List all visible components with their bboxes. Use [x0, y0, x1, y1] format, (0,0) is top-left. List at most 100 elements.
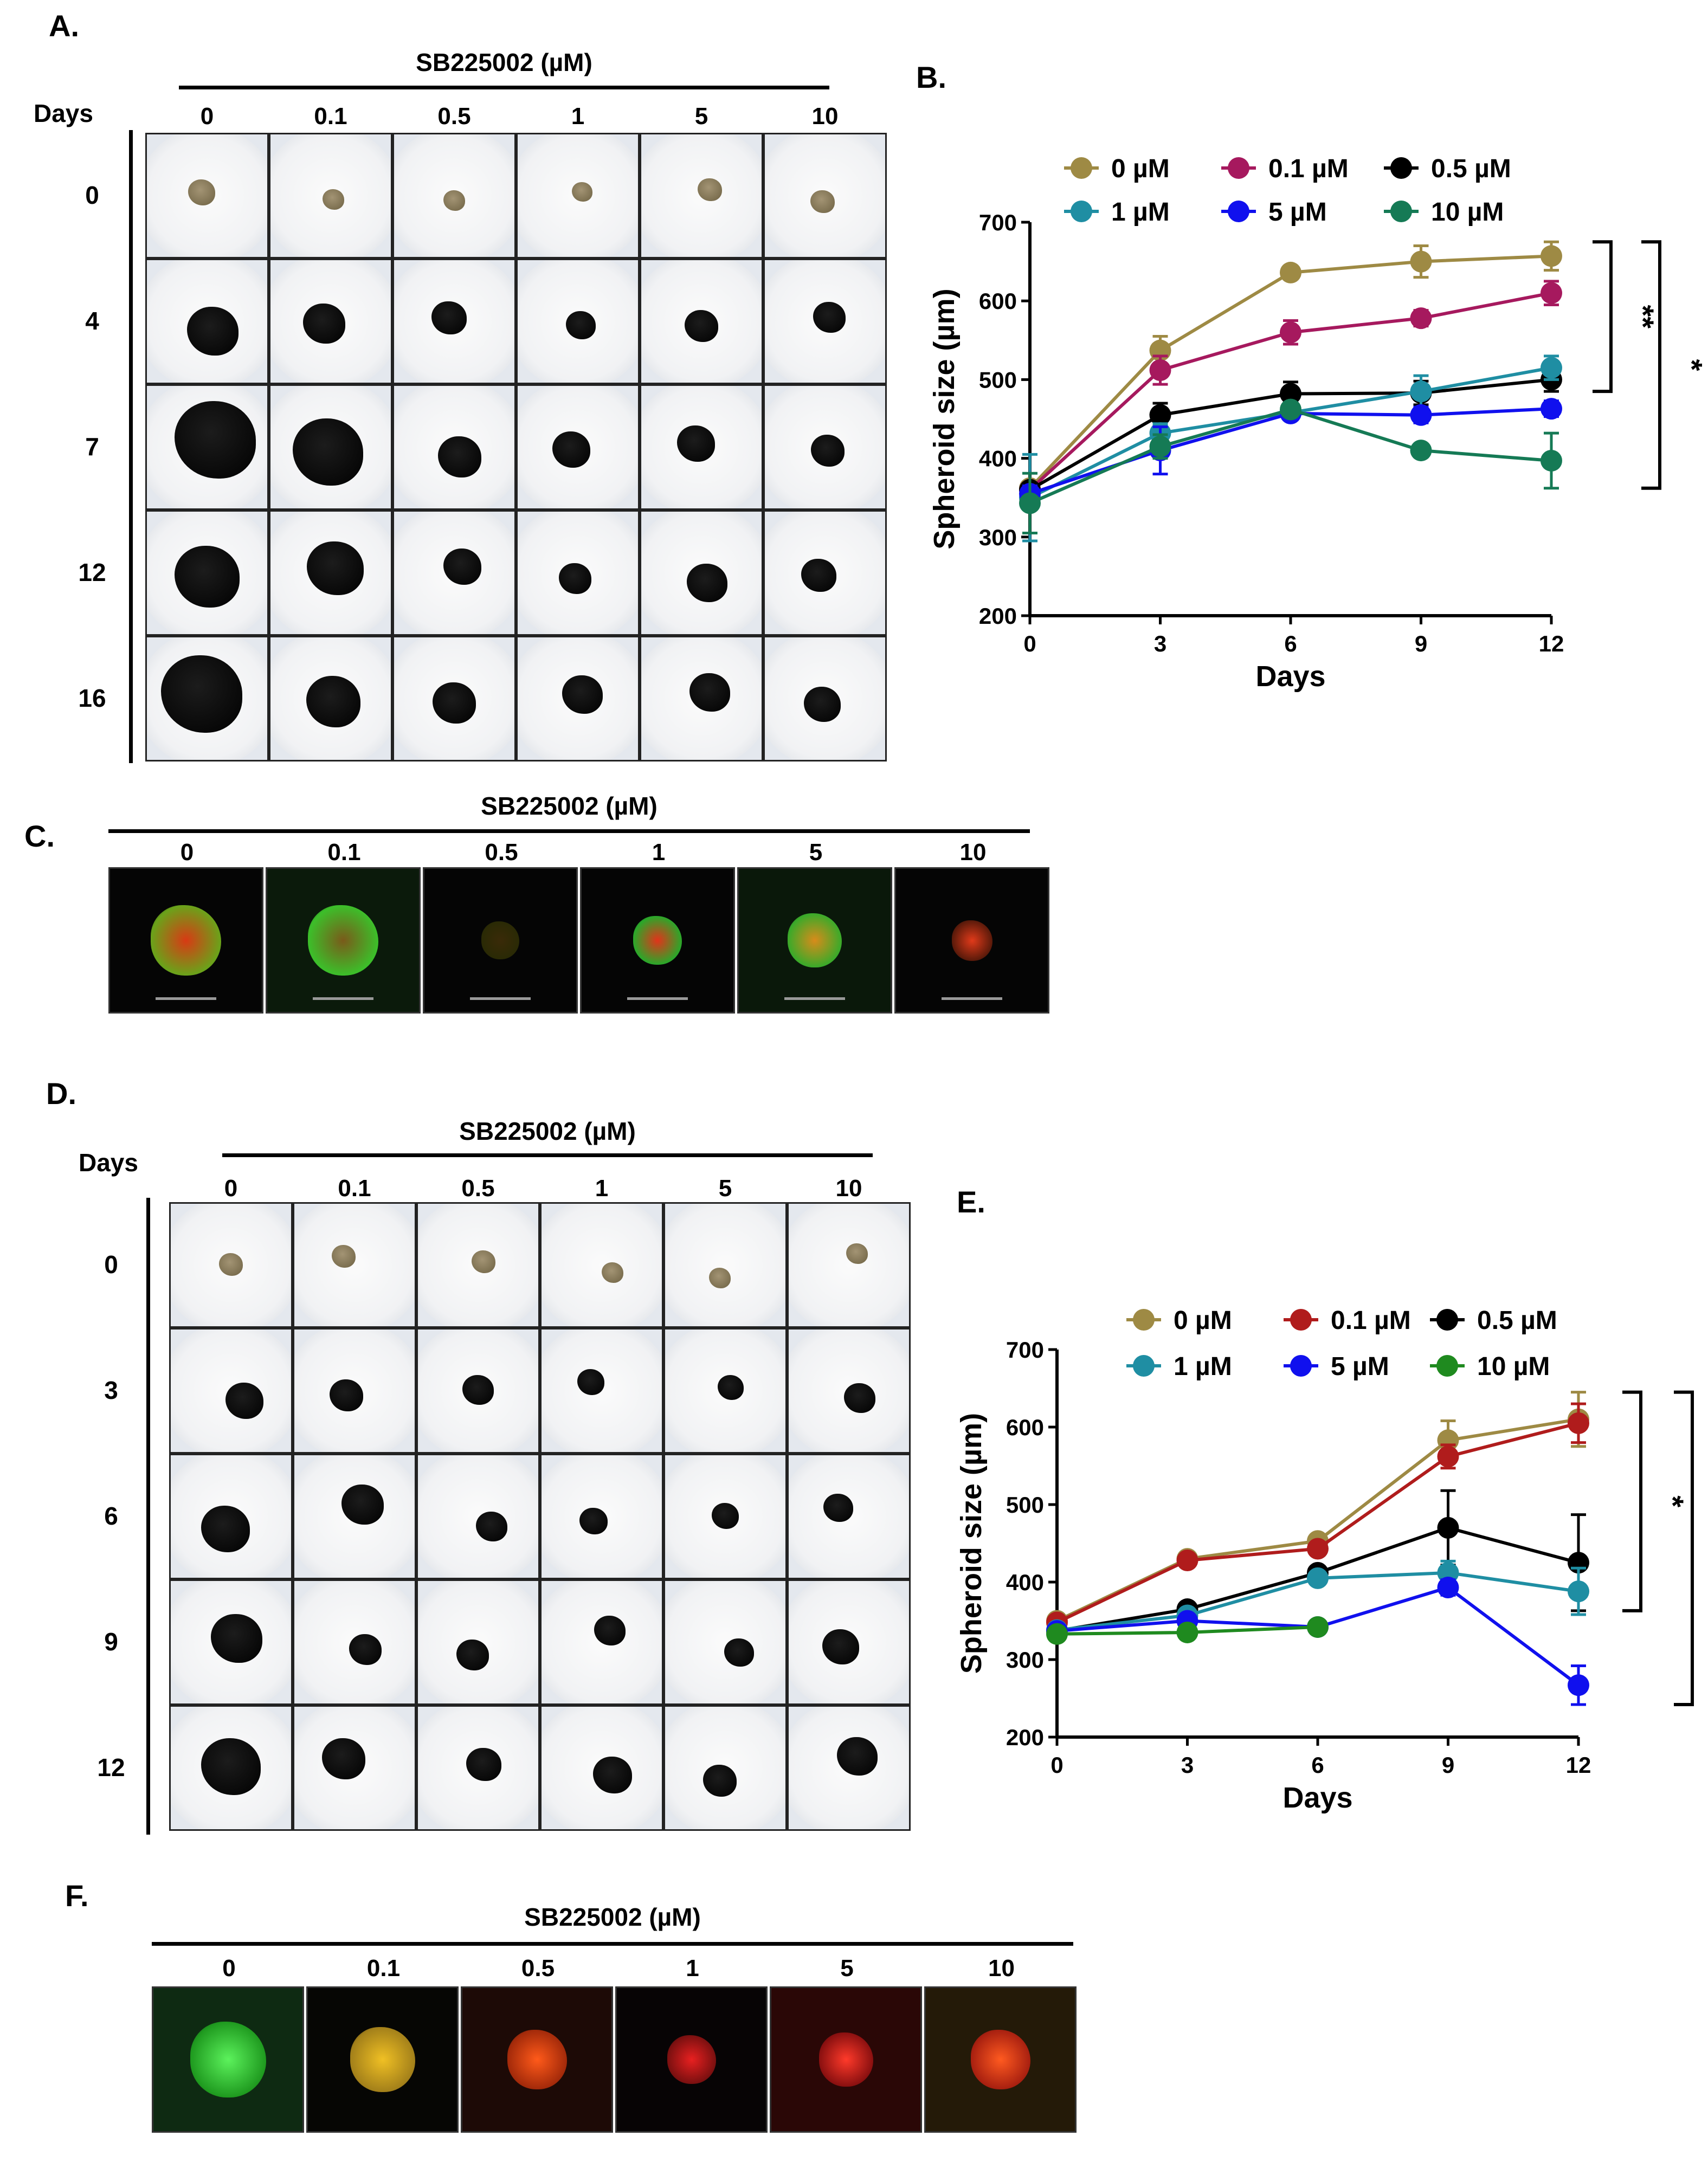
panel-d-spheroid-image: [169, 1705, 293, 1831]
panel-d-spheroid-image: [663, 1705, 787, 1831]
panel-a-spheroid-image: [145, 133, 269, 259]
panel-a-title-rule: [179, 86, 829, 89]
panel-d-row-label: 3: [104, 1376, 118, 1404]
data-point: [1307, 1616, 1329, 1638]
significance-label: *: [1656, 1495, 1690, 1507]
panel-c-fluorescence-image: [266, 867, 421, 1014]
panel-d-days-header: Days: [79, 1148, 138, 1177]
x-tick-label: 6: [1311, 1752, 1324, 1778]
legend-marker: [1436, 1309, 1458, 1331]
panel-d-col-label: 0: [224, 1175, 238, 1202]
panel-f-title-rule: [152, 1942, 1073, 1946]
x-tick-label: 3: [1181, 1752, 1194, 1778]
panel-a-spheroid-image: [640, 384, 763, 510]
data-point: [1149, 359, 1171, 381]
y-tick-label: 300: [1006, 1647, 1044, 1673]
x-tick-label: 3: [1154, 631, 1166, 656]
legend-entry: 0.5 µM: [1431, 154, 1511, 183]
panel-d-spheroid-image: [540, 1328, 663, 1454]
panel-d-spheroid-image: [416, 1328, 540, 1454]
panel-a-spheroid-image: [392, 384, 516, 510]
panel-d-spheroid-image: [663, 1202, 787, 1328]
panel-a-spheroid-image: [392, 636, 516, 761]
chart-b: 0 µM 0.1 µM 0.5 µM 1 µM 5 µM 10 µM 200 300 400 50…: [928, 154, 1702, 693]
panel-d-col-label: 0.5: [461, 1175, 495, 1202]
panel-c-title-rule: [108, 829, 1030, 833]
significance-bracket: [1622, 1390, 1642, 1612]
panel-a-row-label: 12: [78, 558, 106, 586]
x-tick-label: 0: [1023, 631, 1036, 656]
y-axis-label: Spheroid size (µm): [928, 288, 961, 549]
data-point: [1019, 492, 1041, 514]
panel-a-col-label: 0.5: [437, 103, 471, 130]
panel-f-fluorescence-image: [152, 1986, 304, 2133]
panel-d-spheroid-image: [293, 1454, 416, 1579]
panel-d-spheroid-image: [169, 1328, 293, 1454]
panel-f-fluorescence-image: [770, 1986, 922, 2133]
panel-a-spheroid-image: [269, 133, 392, 259]
y-axis-label: Spheroid size (µm): [955, 1413, 988, 1674]
legend-marker: [1228, 157, 1249, 179]
y-tick-label: 300: [979, 525, 1017, 550]
significance-bracket: [1674, 1390, 1694, 1706]
panel-d-title-rule: [222, 1153, 873, 1157]
panel-d-spheroid-image: [293, 1328, 416, 1454]
data-point: [1410, 380, 1432, 403]
panel-a-spheroid-image: [145, 259, 269, 384]
data-point: [1176, 1621, 1198, 1643]
panel-a-col-label: 5: [694, 103, 708, 130]
y-tick-label: 600: [1006, 1415, 1044, 1440]
panel-f-col-label: 0.1: [366, 1955, 401, 1982]
panel-c-col-label: 0.1: [327, 839, 361, 866]
panel-f-fluorescence-image: [924, 1986, 1077, 2133]
panel-a-spheroid-image: [516, 636, 640, 761]
panel-a-title: SB225002 (µM): [416, 48, 592, 76]
data-point: [1176, 1549, 1198, 1571]
panel-a-spheroid-image: [269, 636, 392, 761]
panel-d-spheroid-image: [169, 1579, 293, 1705]
chart-e: 0 µM 0.1 µM 0.5 µM 1 µM 5 µM 10 µM 200 300 400 50…: [955, 1306, 1694, 1814]
panel-a-spheroid-image: [516, 259, 640, 384]
panel-d-col-label: 10: [835, 1175, 862, 1202]
y-tick-label: 600: [979, 288, 1017, 314]
x-tick-label: 6: [1284, 631, 1297, 656]
panel-d-spheroid-image: [293, 1202, 416, 1328]
x-axis-label: Days: [1255, 660, 1325, 693]
significance-label: **: [1626, 305, 1660, 328]
panel-d-spheroid-image: [540, 1454, 663, 1579]
panel-d-spheroid-image: [416, 1454, 540, 1579]
panel-f-col-label: 1: [686, 1955, 699, 1982]
panel-d-row-rule: [146, 1198, 150, 1835]
data-point: [1307, 1538, 1329, 1560]
panel-d-spheroid-image: [787, 1705, 911, 1831]
x-axis-label: Days: [1282, 1782, 1352, 1814]
panel-label-d: D.: [46, 1076, 76, 1111]
data-point: [1541, 357, 1562, 379]
legend-marker: [1390, 157, 1412, 179]
panel-f-col-label: 0: [222, 1955, 236, 1982]
legend-entry: 10 µM: [1477, 1352, 1550, 1381]
legend-entry: 10 µM: [1431, 198, 1504, 227]
panel-label-e: E.: [957, 1185, 985, 1219]
panel-d-spheroid-image: [416, 1705, 540, 1831]
y-tick-label: 500: [979, 367, 1017, 392]
legend-entry: 0 µM: [1174, 1306, 1232, 1335]
legend-marker: [1436, 1355, 1458, 1377]
panel-d-spheroid-image: [540, 1705, 663, 1831]
data-point: [1410, 250, 1432, 273]
panel-c-fluorescence-image: [423, 867, 578, 1014]
y-tick-label: 700: [979, 210, 1017, 235]
panel-a-col-label: 1: [571, 103, 585, 130]
legend-entry: 0 µM: [1111, 154, 1170, 183]
y-tick-label: 500: [1006, 1492, 1044, 1518]
legend-entry: 1 µM: [1111, 198, 1170, 227]
panel-f-col-label: 5: [840, 1955, 854, 1982]
panel-a-spheroid-image: [392, 133, 516, 259]
panel-a-row-label: 4: [85, 307, 99, 335]
data-point: [1541, 245, 1562, 267]
data-point: [1437, 1577, 1459, 1599]
panel-d-spheroid-image: [663, 1328, 787, 1454]
data-point: [1280, 398, 1301, 421]
panel-a-row-rule: [129, 130, 133, 763]
panel-d-spheroid-image: [787, 1202, 911, 1328]
